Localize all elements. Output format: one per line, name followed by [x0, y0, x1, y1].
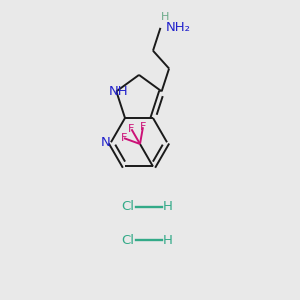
Text: NH₂: NH₂ [165, 21, 190, 34]
Text: H: H [161, 12, 170, 22]
Text: H: H [163, 200, 173, 214]
Text: Cl: Cl [122, 200, 134, 214]
Text: NH: NH [109, 85, 128, 98]
Text: F: F [128, 124, 135, 134]
Text: Cl: Cl [122, 233, 134, 247]
Text: H: H [163, 233, 173, 247]
Text: N: N [101, 136, 111, 149]
Text: F: F [121, 133, 127, 143]
Text: F: F [140, 122, 146, 132]
